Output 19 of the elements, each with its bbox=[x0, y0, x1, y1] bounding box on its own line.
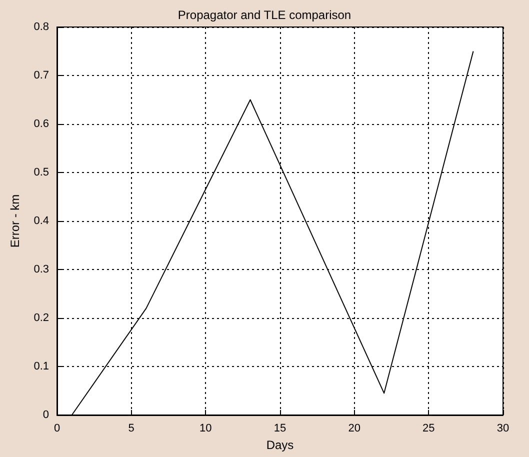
x-tick-label: 0 bbox=[54, 422, 60, 434]
y-tick-label: 0.2 bbox=[34, 312, 49, 324]
y-tick-label: 0.5 bbox=[34, 166, 49, 178]
x-axis-title: Days bbox=[266, 438, 294, 452]
x-tick-label: 15 bbox=[274, 422, 286, 434]
x-tick-label: 25 bbox=[422, 422, 435, 434]
y-tick-label: 0.3 bbox=[34, 264, 49, 276]
y-axis-title: Error - km bbox=[8, 194, 22, 248]
y-tick-label: 0.1 bbox=[34, 360, 49, 372]
x-tick-label: 5 bbox=[128, 422, 134, 434]
chart-title: Propagator and TLE comparison bbox=[178, 8, 352, 22]
y-tick-label: 0.8 bbox=[34, 21, 49, 33]
x-tick-label: 30 bbox=[496, 422, 510, 434]
y-tick-label: 0.4 bbox=[34, 215, 49, 227]
x-tick-label: 10 bbox=[200, 422, 212, 434]
y-tick-label: 0 bbox=[42, 409, 49, 421]
y-tick-label: 0.6 bbox=[34, 118, 49, 130]
y-tick-label: 0.7 bbox=[34, 70, 49, 82]
x-tick-label: 20 bbox=[348, 422, 360, 434]
